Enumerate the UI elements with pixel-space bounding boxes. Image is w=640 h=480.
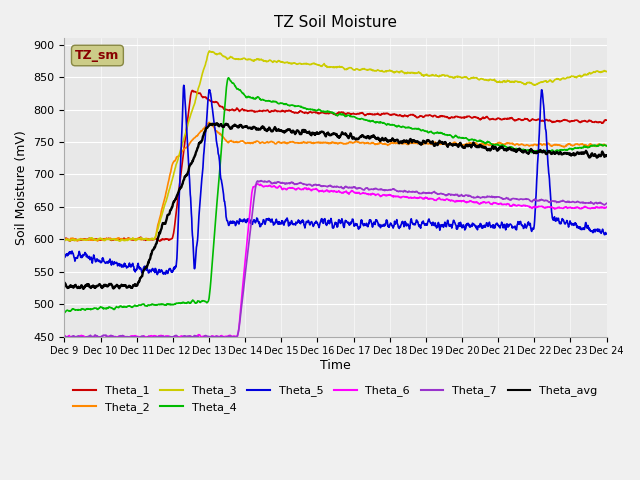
Theta_2 (125, 235, 132, 241)
Theta_2 (94, 238, 102, 244)
Line: Theta_5: Theta_5 (65, 85, 607, 275)
Theta_6 (253, 181, 260, 187)
Theta_6 (603, 204, 611, 210)
Theta_7 (303, 181, 310, 187)
Theta_avg (291, 131, 299, 137)
Line: Theta_4: Theta_4 (65, 78, 607, 312)
Theta_3 (312, 61, 320, 67)
Theta_1 (370, 112, 378, 118)
Theta_2 (603, 143, 611, 148)
Theta_avg (312, 130, 320, 136)
Theta_1 (189, 88, 196, 94)
Theta_4 (61, 310, 68, 315)
Text: TZ_sm: TZ_sm (76, 49, 120, 62)
Theta_4 (225, 75, 232, 81)
Y-axis label: Soil Moisture (mV): Soil Moisture (mV) (15, 130, 28, 245)
Theta_5 (61, 254, 68, 260)
Theta_1 (603, 117, 611, 123)
Theta_6 (312, 186, 320, 192)
Theta_4 (370, 119, 378, 124)
Line: Theta_3: Theta_3 (65, 51, 607, 241)
Theta_2 (205, 120, 213, 125)
Theta_6 (102, 334, 110, 340)
Theta_4 (303, 106, 310, 112)
Theta_5 (370, 221, 378, 227)
Theta_1 (61, 235, 68, 241)
Theta_1 (67, 238, 74, 244)
Theta_6 (303, 185, 310, 191)
Line: Theta_1: Theta_1 (65, 91, 607, 241)
Title: TZ Soil Moisture: TZ Soil Moisture (274, 15, 397, 30)
Theta_6 (370, 191, 378, 197)
Theta_7 (603, 201, 611, 206)
Theta_1 (303, 110, 310, 116)
Theta_avg (303, 129, 310, 135)
Theta_5 (303, 218, 310, 224)
Theta_avg (80, 286, 88, 291)
Theta_2 (291, 140, 299, 146)
Line: Theta_7: Theta_7 (65, 180, 607, 338)
Theta_5 (312, 218, 320, 224)
Theta_3 (603, 69, 611, 74)
Theta_4 (103, 306, 111, 312)
Theta_2 (61, 237, 68, 242)
Theta_7 (257, 178, 265, 183)
Theta_4 (312, 108, 320, 113)
Theta_4 (291, 104, 299, 109)
Theta_7 (61, 334, 68, 339)
Theta_7 (125, 334, 132, 340)
Theta_7 (312, 182, 320, 188)
Theta_1 (125, 235, 132, 241)
X-axis label: Time: Time (320, 359, 351, 372)
Theta_7 (103, 334, 111, 339)
Theta_5 (603, 231, 611, 237)
Theta_3 (116, 239, 124, 244)
Legend: Theta_1, Theta_2, Theta_3, Theta_4, Theta_5, Theta_6, Theta_7, Theta_avg: Theta_1, Theta_2, Theta_3, Theta_4, Thet… (69, 381, 602, 418)
Theta_5 (154, 272, 161, 277)
Theta_3 (102, 236, 110, 242)
Theta_6 (291, 187, 299, 192)
Theta_5 (102, 260, 110, 266)
Theta_2 (103, 236, 111, 241)
Theta_2 (303, 140, 310, 146)
Theta_3 (205, 48, 213, 54)
Theta_6 (61, 333, 68, 338)
Theta_4 (603, 143, 611, 149)
Theta_6 (124, 336, 132, 342)
Theta_7 (66, 336, 74, 341)
Theta_1 (312, 110, 320, 116)
Theta_4 (61, 310, 68, 315)
Theta_avg (103, 283, 111, 289)
Theta_avg (213, 120, 221, 126)
Line: Theta_2: Theta_2 (65, 122, 607, 241)
Theta_4 (125, 303, 132, 309)
Theta_3 (370, 67, 378, 73)
Line: Theta_6: Theta_6 (65, 184, 607, 339)
Theta_3 (291, 60, 299, 66)
Theta_3 (125, 237, 132, 242)
Theta_5 (125, 263, 132, 269)
Theta_avg (603, 153, 611, 158)
Theta_3 (61, 237, 68, 243)
Theta_1 (103, 236, 111, 241)
Theta_2 (312, 140, 320, 145)
Theta_6 (125, 336, 132, 341)
Line: Theta_avg: Theta_avg (65, 123, 607, 288)
Theta_7 (291, 181, 299, 187)
Theta_1 (291, 110, 299, 116)
Theta_7 (370, 186, 378, 192)
Theta_avg (370, 132, 378, 138)
Theta_5 (291, 221, 299, 227)
Theta_avg (125, 283, 132, 289)
Theta_2 (370, 141, 378, 146)
Theta_5 (180, 83, 188, 88)
Theta_3 (303, 61, 310, 67)
Theta_avg (61, 280, 68, 286)
